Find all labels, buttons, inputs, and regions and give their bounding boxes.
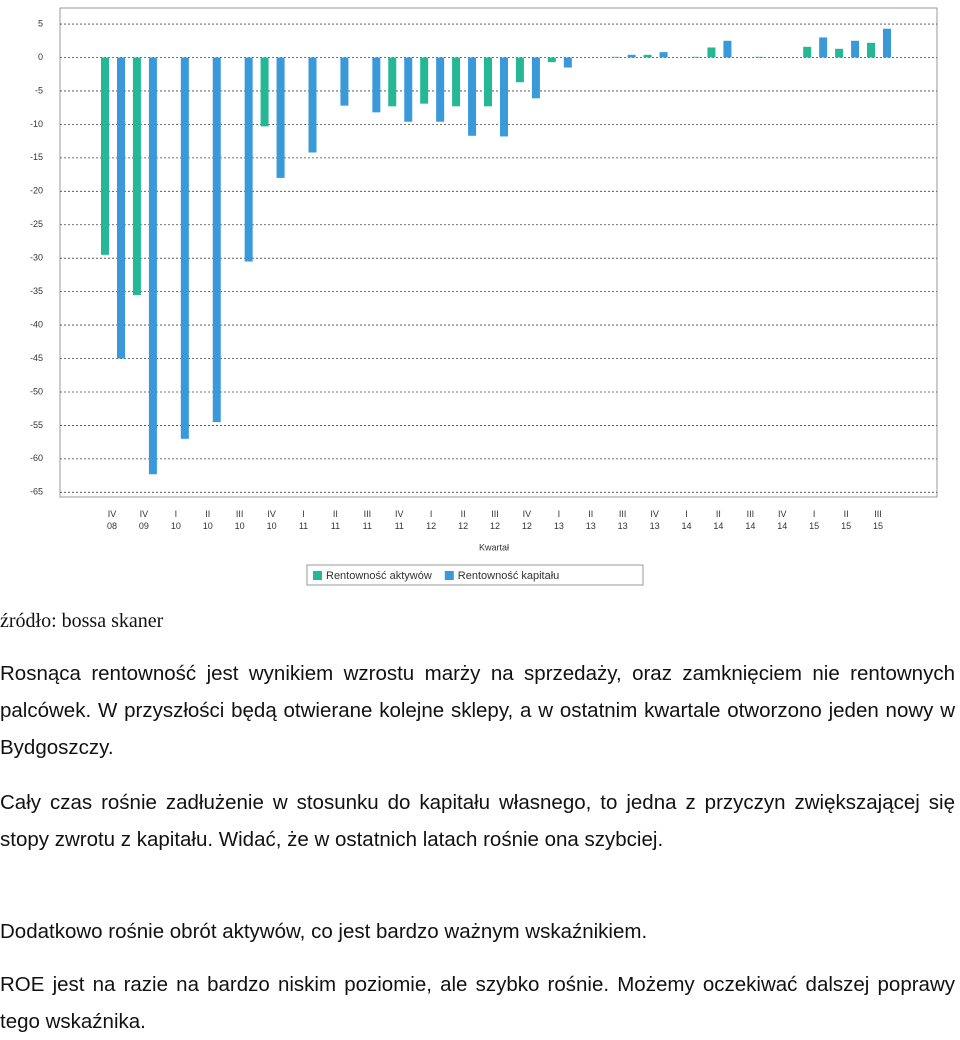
- bar: [643, 54, 652, 58]
- legend-label: Rentowność kapitału: [458, 570, 560, 582]
- bar: [101, 57, 109, 255]
- y-tick-label: -50: [30, 386, 43, 396]
- bar: [627, 54, 636, 58]
- x-tick-label: IV 14: [777, 509, 787, 531]
- bar: [340, 57, 349, 106]
- bar: [212, 57, 221, 423]
- bar: [388, 57, 397, 107]
- legend-swatch: [313, 571, 322, 580]
- paragraph: Cały czas rośnie zadłużenie w stosunku d…: [0, 791, 955, 851]
- y-tick-label: -65: [30, 487, 43, 497]
- bar: [420, 57, 429, 104]
- x-tick-label: I 15: [809, 509, 819, 531]
- x-tick-label: I 10: [171, 509, 181, 531]
- x-tick-label: II 12: [458, 509, 468, 531]
- legend-swatch: [444, 571, 454, 580]
- plot-frame: [59, 7, 938, 498]
- x-tick-label: IV 09: [139, 509, 149, 531]
- bar: [500, 57, 508, 137]
- bar: [436, 57, 445, 122]
- x-tick-label: II 13: [586, 509, 596, 531]
- bar: [260, 57, 269, 127]
- bar: [404, 57, 413, 122]
- x-tick-label: I 14: [681, 509, 691, 531]
- bar: [755, 56, 764, 58]
- bar: [468, 57, 477, 136]
- bar: [611, 56, 620, 58]
- y-tick-label: -55: [30, 420, 43, 430]
- x-tick-label: I 11: [299, 509, 308, 531]
- legend-label: Rentowność aktywów: [326, 570, 432, 582]
- bar: [691, 56, 700, 58]
- x-tick-label: I 12: [426, 509, 436, 531]
- bar: [531, 57, 540, 99]
- bar: [867, 42, 875, 58]
- bar: [659, 52, 668, 58]
- chart: Kwartał 5 0 -5 -10 -15 -20 -25 -30 -35 -40 -45 -50 -…: [30, 7, 938, 586]
- x-tick-label: III 13: [618, 509, 628, 531]
- x-tick-label: II 10: [203, 509, 213, 531]
- bar: [515, 57, 524, 83]
- x-tick-label: IV 13: [650, 509, 660, 531]
- legend: [306, 564, 644, 586]
- y-tick-label: -25: [30, 219, 43, 229]
- bar: [547, 57, 556, 63]
- x-tick-label: I 13: [554, 509, 564, 531]
- x-tick-label: II 14: [713, 509, 723, 531]
- x-tick-label: III 10: [235, 509, 245, 531]
- bar: [372, 57, 381, 113]
- x-tick-label: III 11: [363, 509, 372, 531]
- x-tick-label: II 15: [841, 509, 851, 531]
- x-tick-label: III 15: [873, 509, 883, 531]
- y-tick-label: 0: [38, 52, 43, 62]
- bar: [180, 57, 189, 439]
- bar: [117, 57, 125, 359]
- x-tick-label: IV 12: [522, 509, 532, 531]
- x-tick-label: IV 11: [395, 509, 404, 531]
- y-tick-label: -20: [30, 186, 43, 196]
- bar: [484, 57, 492, 107]
- x-tick-label: III 14: [745, 509, 755, 531]
- bar: [563, 57, 572, 68]
- y-tick-label: -30: [30, 253, 43, 263]
- y-tick-label: 5: [38, 18, 43, 28]
- bar: [851, 40, 860, 58]
- bar: [819, 37, 828, 58]
- y-tick-label: -10: [30, 119, 43, 129]
- y-tick-label: -60: [30, 453, 43, 463]
- bar: [835, 48, 844, 58]
- x-tick-label: III 12: [490, 509, 500, 531]
- bar: [723, 40, 732, 58]
- y-tick-label: -35: [30, 286, 43, 296]
- y-tick-label: -45: [30, 353, 43, 363]
- paragraph: Dodatkowo rośnie obrót aktywów, co jest …: [0, 920, 648, 943]
- x-axis-title: Kwartał: [479, 542, 509, 552]
- bar: [308, 57, 317, 153]
- bar: [803, 46, 812, 58]
- bar: [148, 57, 157, 475]
- source-note: źródło: bossa skaner: [0, 610, 164, 632]
- y-tick-label: -15: [30, 152, 43, 162]
- bar: [707, 47, 716, 58]
- x-tick-label: II 11: [331, 509, 340, 531]
- bar: [132, 57, 141, 295]
- bar: [452, 57, 461, 107]
- paragraph: ROE jest na razie na bardzo niskim pozio…: [0, 973, 955, 1033]
- paragraph: Rosnąca rentowność jest wynikiem wzrostu…: [0, 662, 955, 759]
- y-tick-label: -40: [30, 319, 43, 329]
- y-tick-label: -5: [35, 85, 43, 95]
- bar: [883, 28, 891, 58]
- bar: [276, 57, 285, 178]
- x-tick-label: IV 08: [107, 509, 117, 531]
- x-tick-label: IV 10: [267, 509, 277, 531]
- bar: [244, 57, 253, 262]
